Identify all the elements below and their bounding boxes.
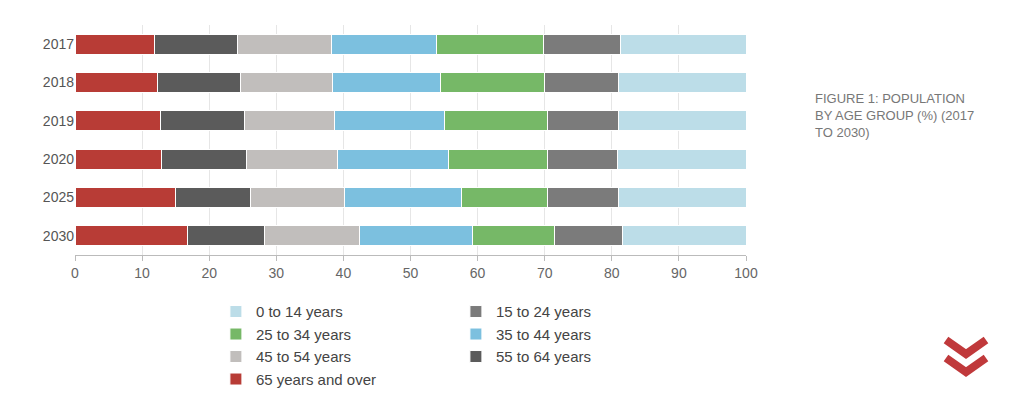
svg-text:45 to 54 years: 45 to 54 years: [256, 348, 351, 365]
svg-text:0: 0: [71, 265, 79, 281]
svg-text:60: 60: [470, 265, 486, 281]
svg-text:15 to 24 years: 15 to 24 years: [496, 303, 591, 320]
svg-text:2019: 2019: [43, 113, 74, 129]
svg-text:10: 10: [134, 265, 150, 281]
svg-text:90: 90: [671, 265, 687, 281]
svg-text:30: 30: [269, 265, 285, 281]
svg-text:2018: 2018: [43, 74, 74, 90]
svg-text:80: 80: [604, 265, 620, 281]
svg-text:25 to 34 years: 25 to 34 years: [256, 326, 351, 343]
svg-text:2017: 2017: [43, 36, 74, 52]
svg-text:100: 100: [734, 265, 758, 281]
svg-text:2025: 2025: [43, 189, 74, 205]
svg-text:70: 70: [537, 265, 553, 281]
svg-text:65 years and over: 65 years and over: [256, 371, 376, 388]
svg-text:20: 20: [201, 265, 217, 281]
svg-text:50: 50: [403, 265, 419, 281]
svg-text:0 to 14 years: 0 to 14 years: [256, 303, 343, 320]
svg-text:2030: 2030: [43, 228, 74, 244]
svg-text:35 to 44 years: 35 to 44 years: [496, 326, 591, 343]
svg-text:FIGURE 1: POPULATIONBY AGE GRO: FIGURE 1: POPULATIONBY AGE GROUP (%) (20…: [815, 91, 974, 140]
svg-text:55 to 64 years: 55 to 64 years: [496, 348, 591, 365]
svg-text:2020: 2020: [43, 151, 74, 167]
svg-text:40: 40: [336, 265, 352, 281]
